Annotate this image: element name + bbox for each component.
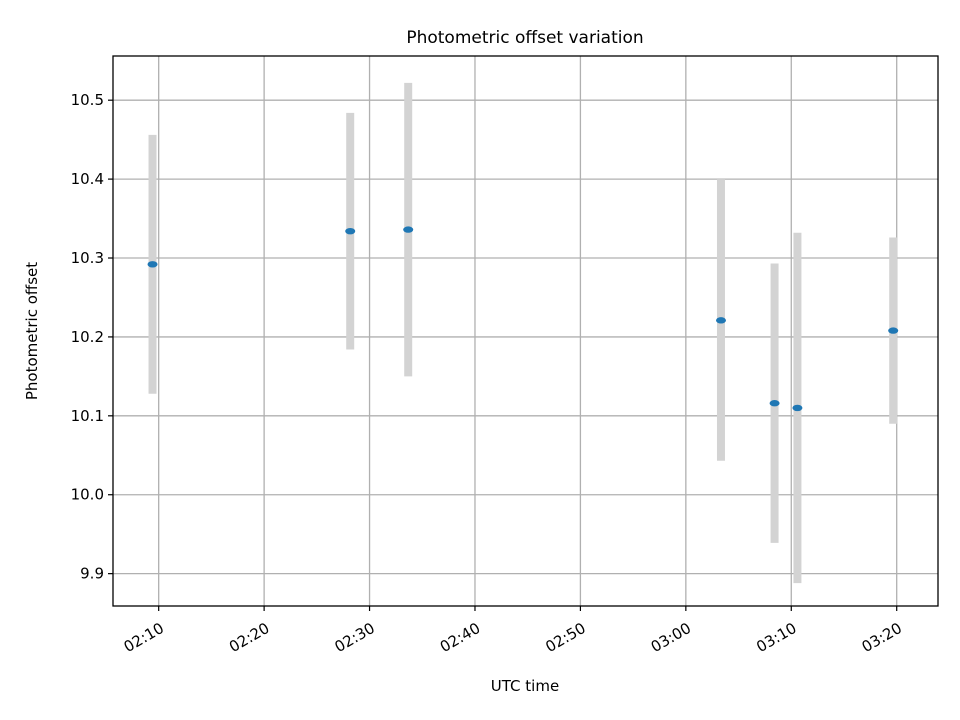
x-tick-label: 03:00 [648, 619, 694, 656]
y-tick-label: 9.9 [80, 565, 104, 583]
chart-title: Photometric offset variation [406, 28, 643, 48]
x-tick-label: 02:40 [437, 619, 483, 656]
y-tick-label: 10.0 [71, 486, 104, 504]
marker-layer [147, 226, 899, 412]
x-tick-label: 02:50 [542, 619, 588, 656]
x-tick-label: 02:30 [331, 619, 377, 656]
tick-layer: 02:10 02:20 02:30 02:40 02:50 03:00 03:10 03:20… [71, 91, 905, 656]
data-point [345, 227, 356, 235]
data-point [715, 317, 726, 324]
y-axis-label: Photometric offset [23, 262, 41, 400]
y-tick-label: 10.1 [71, 407, 104, 425]
data-point [403, 226, 414, 233]
x-tick-label: 03:20 [859, 619, 905, 656]
plot-frame [112, 55, 939, 607]
y-tick-label: 10.2 [71, 328, 104, 346]
y-tick-label: 10.5 [71, 91, 104, 109]
y-tick-label: 10.4 [71, 170, 104, 188]
data-point [792, 404, 803, 412]
x-tick-label: 03:10 [753, 619, 799, 656]
y-tick-label: 10.3 [71, 249, 104, 267]
x-axis-label: UTC time [491, 677, 559, 695]
x-tick-label: 02:20 [226, 619, 272, 656]
x-tick-label: 02:10 [121, 619, 167, 656]
data-point [888, 327, 899, 334]
grid-layer [113, 56, 938, 606]
data-point [147, 261, 158, 268]
data-point [769, 400, 780, 407]
